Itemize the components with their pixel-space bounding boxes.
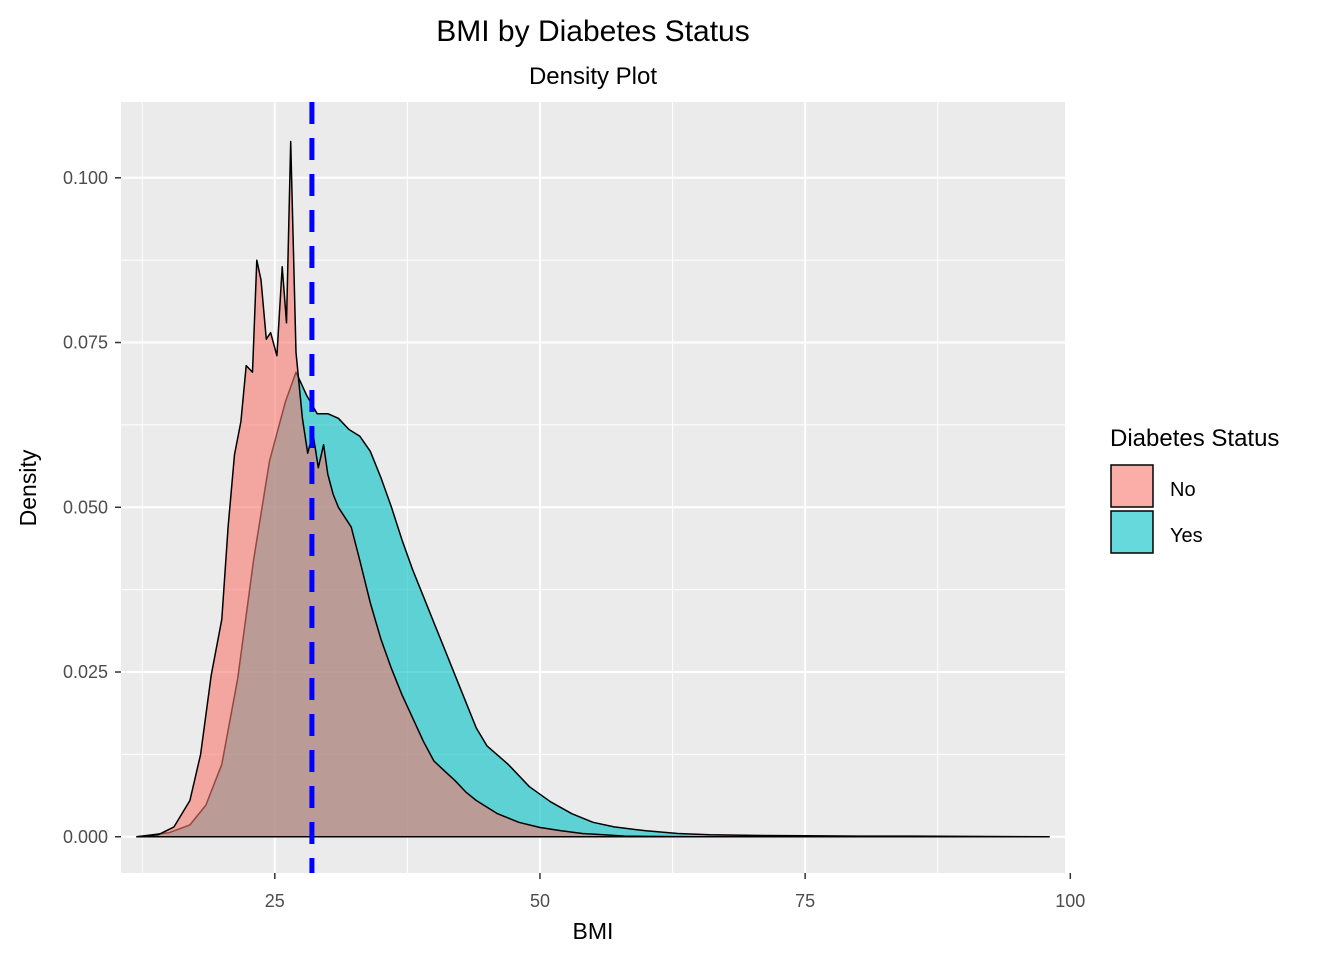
chart-subtitle: Density Plot <box>529 63 657 90</box>
legend-title: Diabetes Status <box>1110 425 1279 452</box>
x-axis-title: BMI <box>573 918 614 944</box>
x-tick-label: 50 <box>530 891 550 911</box>
legend-swatch-no <box>1110 464 1154 508</box>
x-tick-label: 25 <box>265 891 285 911</box>
y-tick-label: 0.000 <box>63 827 108 847</box>
legend: Diabetes Status No Yes <box>1110 425 1279 554</box>
minor-gridlines <box>121 102 1065 873</box>
y-axis-title: Density <box>15 449 41 526</box>
density-area-no <box>136 140 1050 838</box>
x-axis: 25 50 75 100 <box>265 873 1085 911</box>
y-tick-label: 0.075 <box>63 333 108 353</box>
density-series <box>136 140 1050 838</box>
y-tick-label: 0.100 <box>63 168 108 188</box>
legend-swatch-yes <box>1110 510 1154 554</box>
legend-label-no: No <box>1170 479 1196 501</box>
y-tick-label: 0.025 <box>63 662 108 682</box>
y-tick-label: 0.050 <box>63 497 108 517</box>
y-axis: 0.000 0.025 0.050 0.075 0.100 <box>63 168 121 847</box>
legend-label-yes: Yes <box>1170 525 1203 547</box>
x-tick-label: 75 <box>795 891 815 911</box>
x-tick-label: 100 <box>1055 891 1085 911</box>
chart-title: BMI by Diabetes Status <box>436 15 749 48</box>
